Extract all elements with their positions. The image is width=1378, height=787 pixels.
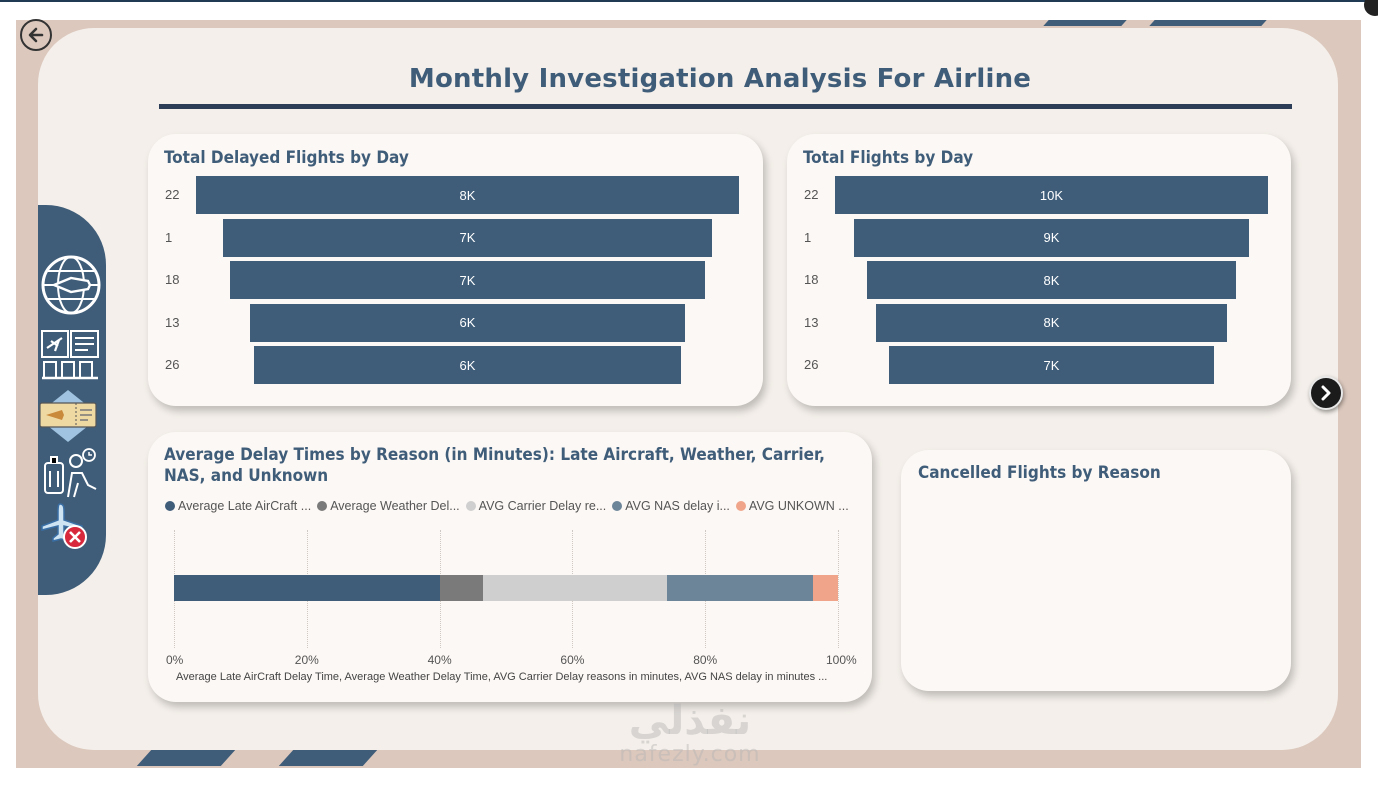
bar[interactable]: 7K bbox=[888, 346, 1215, 384]
bar-category-label: 26 bbox=[804, 357, 819, 372]
bar-data-label: 7K bbox=[459, 230, 476, 245]
legend-label: Average Late AirCraft ... bbox=[178, 499, 312, 513]
delay-reason-card: Average Delay Times by Reason (in Minute… bbox=[148, 432, 872, 702]
bar-data-label: 6K bbox=[459, 357, 476, 373]
nav-item-cancelled[interactable] bbox=[40, 502, 90, 550]
bar[interactable]: 8K bbox=[875, 303, 1228, 342]
legend-swatch bbox=[612, 501, 623, 511]
delayed-flights-title: Total Delayed Flights by Day bbox=[164, 148, 409, 168]
nav-item-boarding[interactable] bbox=[38, 388, 98, 444]
legend-item[interactable]: Average Weather Del... bbox=[317, 499, 460, 513]
decor-stripe bbox=[1149, 20, 1267, 26]
bar[interactable]: 9K bbox=[854, 218, 1249, 257]
bar[interactable]: 6K bbox=[253, 346, 682, 384]
watermark: نفذلي nafezly.com bbox=[600, 700, 780, 768]
x-gridline bbox=[838, 530, 839, 648]
legend-swatch bbox=[465, 501, 476, 511]
legend-label: AVG Carrier Delay re... bbox=[478, 499, 607, 513]
legend-item[interactable]: AVG UNKOWN ... bbox=[735, 499, 849, 513]
delay-reason-xlabel: Average Late AirCraft Delay Time, Averag… bbox=[176, 671, 828, 683]
bar-data-label: 8K bbox=[1043, 272, 1060, 288]
legend-label: AVG NAS delay i... bbox=[625, 499, 730, 513]
legend-item[interactable]: AVG Carrier Delay re... bbox=[465, 499, 607, 513]
next-page-button[interactable] bbox=[1309, 376, 1343, 410]
bar-data-label: 10K bbox=[1039, 187, 1064, 203]
legend-label: AVG UNKOWN ... bbox=[748, 499, 849, 513]
cancelled-flights-title: Cancelled Flights by Reason bbox=[918, 463, 1161, 483]
legend-swatch bbox=[165, 501, 175, 511]
bar-data-label: 8K bbox=[459, 187, 476, 203]
bar-data-label: 8K bbox=[1043, 315, 1060, 330]
nav-item-flights[interactable] bbox=[40, 328, 100, 386]
traveler-luggage-icon bbox=[44, 448, 97, 498]
bar-category-label: 18 bbox=[804, 272, 819, 287]
bar[interactable]: 10K bbox=[835, 176, 1268, 214]
bar-category-label: 26 bbox=[165, 357, 180, 372]
arrow-left-icon bbox=[28, 27, 44, 43]
decor-stripe bbox=[278, 750, 378, 766]
back-button[interactable] bbox=[20, 19, 52, 51]
bar-category-label: 18 bbox=[165, 272, 180, 287]
watermark-latin: nafezly.com bbox=[619, 742, 761, 767]
bar-data-label: 7K bbox=[459, 272, 476, 288]
decor-stripe bbox=[136, 750, 236, 766]
stacked-bar-segment[interactable] bbox=[482, 575, 668, 601]
bar[interactable]: 6K bbox=[250, 303, 685, 342]
delay-reason-legend: Average Late AirCraft ... Average Weather… bbox=[165, 496, 865, 515]
bar[interactable]: 7K bbox=[229, 261, 706, 299]
bar-category-label: 13 bbox=[165, 314, 180, 330]
delay-reason-title: Average Delay Times by Reason (in Minute… bbox=[164, 445, 825, 486]
bar-data-label: 9K bbox=[1043, 230, 1060, 245]
x-tick-label: 40% bbox=[427, 653, 452, 667]
page-title: Monthly Investigation Analysis For Airli… bbox=[408, 64, 1032, 94]
chevron-right-icon bbox=[1321, 385, 1331, 401]
legend-label: Average Weather Del... bbox=[330, 499, 460, 513]
bar-category-label: 1 bbox=[804, 229, 812, 245]
x-tick-label: 0% bbox=[166, 653, 184, 667]
bar[interactable]: 7K bbox=[223, 218, 712, 257]
bar-data-label: 7K bbox=[1043, 357, 1060, 373]
watermark-arabic: نفذلي bbox=[628, 698, 752, 744]
globe-airplane-icon bbox=[41, 255, 101, 315]
boarding-pass-icon bbox=[39, 390, 97, 442]
total-flights-title: Total Flights by Day bbox=[803, 148, 974, 168]
bar-category-label: 1 bbox=[165, 229, 173, 245]
stacked-bar-segment[interactable] bbox=[812, 575, 838, 601]
nav-item-overview[interactable] bbox=[40, 254, 102, 316]
cancelled-flight-icon bbox=[41, 503, 87, 549]
bar[interactable]: 8K bbox=[867, 261, 1236, 299]
bar-data-label: 6K bbox=[459, 315, 476, 330]
close-corner-button[interactable] bbox=[1364, 0, 1378, 16]
legend-item[interactable]: Average Late AirCraft ... bbox=[165, 499, 311, 513]
x-tick-label: 80% bbox=[693, 653, 718, 667]
x-tick-label: 100% bbox=[826, 653, 857, 667]
stacked-bar-segment[interactable] bbox=[439, 575, 483, 601]
window-top-border bbox=[0, 0, 1378, 2]
nav-item-passengers[interactable] bbox=[42, 447, 98, 499]
bar[interactable]: 8K bbox=[196, 176, 739, 214]
legend-swatch bbox=[735, 501, 746, 511]
flight-board-seats-icon bbox=[41, 330, 99, 380]
x-tick-label: 20% bbox=[294, 653, 319, 667]
stacked-bar-segment[interactable] bbox=[174, 575, 440, 601]
bar-category-label: 22 bbox=[804, 187, 819, 202]
legend-item[interactable]: AVG NAS delay i... bbox=[612, 499, 730, 513]
bar-category-label: 22 bbox=[165, 187, 180, 202]
stacked-bar-segment[interactable] bbox=[667, 575, 813, 601]
bar-category-label: 13 bbox=[804, 314, 819, 330]
cancelled-flights-card: Cancelled Flights by Reason bbox=[901, 450, 1291, 691]
legend-swatch bbox=[317, 501, 328, 511]
decor-stripe bbox=[1043, 20, 1127, 26]
title-underline bbox=[159, 104, 1292, 109]
x-tick-label: 60% bbox=[560, 653, 585, 667]
